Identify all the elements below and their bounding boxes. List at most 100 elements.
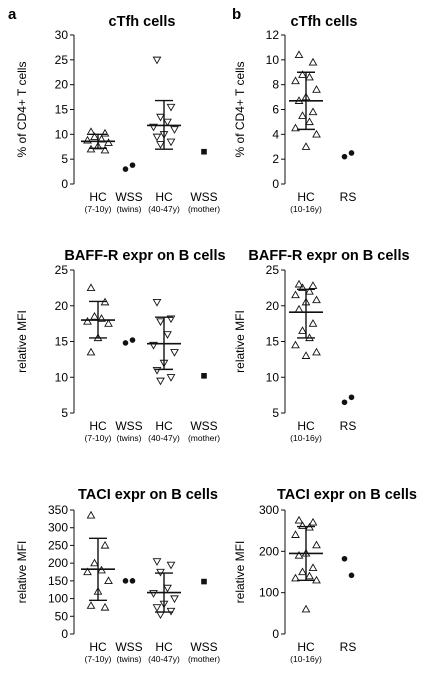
data-point bbox=[166, 315, 176, 324]
y-tick-label: 25 bbox=[266, 263, 280, 277]
y-tick-label: 8 bbox=[272, 78, 279, 92]
data-point bbox=[308, 57, 318, 66]
data-point bbox=[294, 304, 304, 313]
y-axis-label: relative MFI bbox=[15, 541, 29, 604]
data-point bbox=[298, 111, 307, 119]
data-point bbox=[308, 107, 318, 116]
x-category-label: RS bbox=[340, 419, 357, 433]
data-point bbox=[129, 578, 136, 584]
x-category-label: RS bbox=[340, 640, 357, 654]
panel-letter-a: a bbox=[8, 6, 17, 23]
chart-title: cTfh cells bbox=[291, 14, 358, 30]
y-tick-label: 15 bbox=[55, 103, 69, 117]
y-tick-label: 12 bbox=[266, 28, 280, 42]
y-tick-label: 30 bbox=[55, 28, 69, 42]
y-tick-label: 5 bbox=[272, 406, 279, 420]
data-point bbox=[170, 349, 179, 357]
x-category-sublabel: (twins) bbox=[116, 654, 141, 664]
data-point bbox=[100, 145, 110, 154]
data-point bbox=[100, 540, 110, 549]
y-tick-label: 300 bbox=[48, 521, 68, 535]
chart-b-TACI: TACI expr on B cells 0 100 200 300 relative M… bbox=[233, 487, 417, 664]
x-category-sublabel: (40-47y) bbox=[148, 654, 180, 664]
y-tick-label: 4 bbox=[272, 127, 279, 141]
data-point bbox=[312, 129, 321, 138]
data-point bbox=[152, 299, 162, 307]
data-point bbox=[129, 337, 136, 343]
y-tick-label: 0 bbox=[61, 177, 68, 191]
y-tick-label: 6 bbox=[272, 103, 279, 117]
y-tick-label: 0 bbox=[61, 627, 68, 641]
x-category-label: HC bbox=[89, 419, 107, 433]
data-point bbox=[291, 290, 300, 299]
data-point bbox=[294, 50, 304, 59]
data-point bbox=[90, 311, 99, 320]
data-point bbox=[348, 572, 355, 579]
data-point bbox=[156, 318, 165, 326]
data-point bbox=[312, 347, 321, 356]
data-point bbox=[152, 133, 162, 142]
y-tick-label: 15 bbox=[55, 335, 69, 349]
data-point bbox=[86, 127, 96, 136]
data-point bbox=[201, 148, 207, 155]
data-point bbox=[301, 351, 311, 359]
chart-title: TACI expr on B cells bbox=[277, 487, 417, 503]
data-point bbox=[122, 578, 129, 584]
y-tick-label: 20 bbox=[266, 299, 280, 313]
data-point bbox=[291, 530, 300, 538]
data-point bbox=[308, 281, 318, 289]
x-category-sublabel: (40-47y) bbox=[148, 433, 180, 443]
data-point bbox=[341, 399, 348, 406]
y-tick-label: 100 bbox=[259, 586, 279, 600]
x-category-label: WSS bbox=[115, 190, 142, 204]
x-category-label: WSS bbox=[190, 190, 217, 204]
y-tick-label: 15 bbox=[266, 335, 280, 349]
data-point bbox=[156, 377, 165, 386]
y-tick-label: 10 bbox=[55, 370, 69, 384]
data-point bbox=[305, 117, 314, 126]
x-category-label: WSS bbox=[190, 419, 217, 433]
data-point bbox=[86, 283, 96, 292]
y-tick-label: 200 bbox=[48, 556, 68, 570]
x-category-sublabel: (twins) bbox=[116, 433, 141, 443]
data-point bbox=[301, 142, 311, 150]
data-point bbox=[201, 373, 207, 379]
data-point bbox=[83, 316, 92, 325]
data-point bbox=[90, 132, 99, 140]
x-category-label: HC bbox=[155, 419, 173, 433]
data-point bbox=[100, 128, 110, 137]
data-point bbox=[170, 595, 179, 604]
data-point bbox=[122, 340, 129, 346]
x-category-label: HC bbox=[155, 640, 173, 654]
chart-a-TACI: TACI expr on B cells 0 50 100 150 200 250 300 35… bbox=[15, 487, 220, 664]
data-point bbox=[163, 331, 172, 339]
data-point bbox=[341, 153, 348, 160]
x-category-sublabel: (mother) bbox=[188, 433, 220, 443]
data-point bbox=[149, 123, 158, 132]
x-category-label: HC bbox=[155, 190, 173, 204]
x-category-sublabel: (7-10y) bbox=[85, 433, 112, 443]
x-category-sublabel: (twins) bbox=[116, 204, 141, 214]
y-tick-label: 200 bbox=[259, 544, 279, 558]
y-tick-label: 5 bbox=[61, 406, 68, 420]
y-tick-label: 100 bbox=[48, 592, 68, 606]
data-point bbox=[291, 123, 300, 132]
x-category-label: HC bbox=[297, 419, 315, 433]
data-point bbox=[149, 341, 158, 350]
y-tick-label: 25 bbox=[55, 263, 69, 277]
x-category-label: RS bbox=[340, 190, 357, 204]
chart-b-BAFFR: BAFF-R expr on B cells 5 10 15 20 25 relative … bbox=[233, 248, 410, 443]
y-tick-label: 20 bbox=[55, 299, 69, 313]
x-category-sublabel: (10-16y) bbox=[290, 204, 322, 214]
data-point bbox=[152, 366, 162, 375]
y-tick-label: 10 bbox=[266, 53, 280, 67]
chart-title: BAFF-R expr on B cells bbox=[64, 248, 225, 264]
data-point bbox=[308, 319, 318, 327]
data-point bbox=[298, 70, 307, 78]
data-point bbox=[298, 521, 307, 529]
data-point bbox=[305, 72, 314, 81]
x-category-sublabel: (mother) bbox=[188, 654, 220, 664]
data-point bbox=[156, 141, 165, 149]
panel-letter-b: b bbox=[232, 6, 241, 23]
data-point bbox=[301, 604, 311, 613]
